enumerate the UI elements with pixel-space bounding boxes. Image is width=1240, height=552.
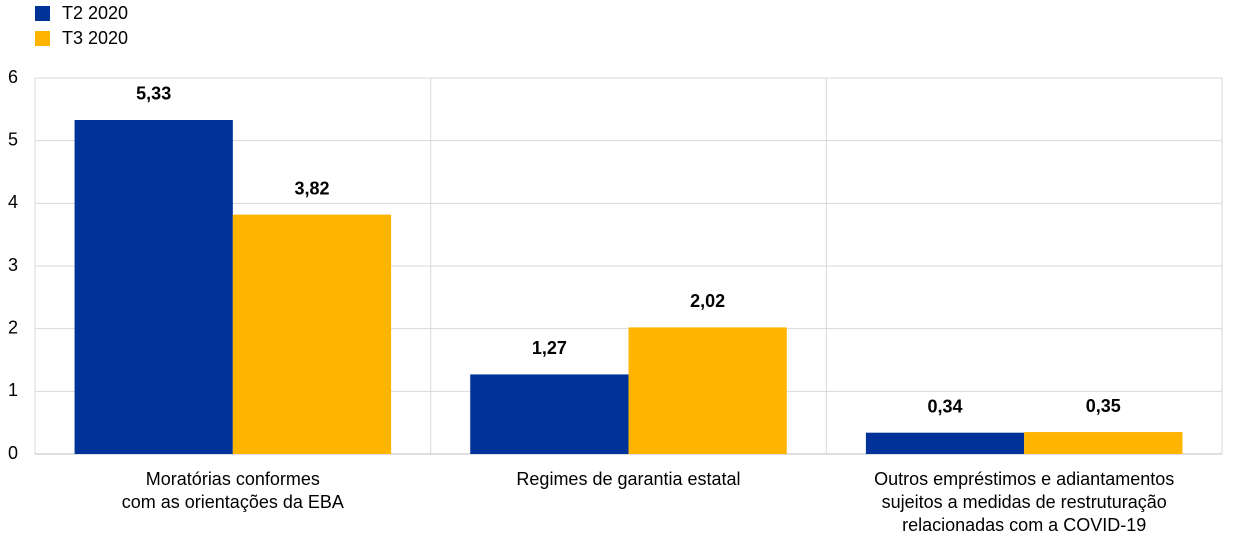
x-tick-label: Regimes de garantia estatal [516,469,740,489]
legend-swatch [35,31,50,46]
bar [232,214,392,454]
bar [74,119,233,454]
legend-label: T2 2020 [62,3,128,23]
bar [628,327,787,454]
y-tick-label: 1 [8,380,18,400]
x-tick-label: Outros empréstimos e adiantamentos [874,469,1174,489]
x-tick-label: com as orientações da EBA [122,492,344,512]
value-label: 1,27 [532,338,567,358]
bar [865,432,1025,454]
value-label: 2,02 [690,291,725,311]
value-label: 3,82 [294,178,329,198]
y-tick-label: 0 [8,443,18,463]
y-tick-label: 6 [8,67,18,87]
legend-swatch [35,6,50,21]
value-label: 0,35 [1086,396,1121,416]
legend-label: T3 2020 [62,28,128,48]
value-label: 0,34 [928,396,963,416]
bar [470,374,629,454]
y-tick-label: 3 [8,255,18,275]
value-label: 5,33 [136,84,171,104]
y-tick-label: 2 [8,317,18,337]
x-tick-label: sujeitos a medidas de restruturação [882,492,1167,512]
x-tick-label: Moratórias conformes [146,469,320,489]
bar [1024,432,1183,454]
x-tick-label: relacionadas com a COVID-19 [902,515,1146,535]
y-tick-label: 4 [8,192,18,212]
y-tick-label: 5 [8,129,18,149]
